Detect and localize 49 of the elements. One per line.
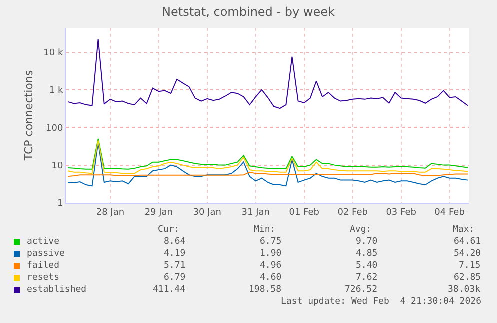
x-tick-label: 04 Feb [434, 208, 466, 218]
line-series [68, 38, 468, 110]
text: Avg: [350, 225, 372, 235]
y-axis-title: TCP connections [22, 70, 36, 162]
text: 62.85 [454, 273, 482, 283]
text: Last update: Wed Feb 4 21:30:04 2026 [281, 297, 482, 307]
text: 64.61 [454, 237, 482, 247]
text: Cur: [158, 225, 180, 235]
text: 8.64 [164, 237, 186, 247]
y-tick-label: 10 k [44, 48, 64, 58]
text: Max: [453, 225, 475, 235]
x-tick-label: 02 Feb [338, 208, 368, 218]
x-tick-label: 28 Jan [96, 208, 125, 218]
line-series [68, 138, 468, 170]
text: 54.20 [454, 249, 482, 259]
text: 7.15 [459, 261, 481, 271]
x-tick-label: 29 Jan [144, 208, 174, 218]
text: 7.62 [356, 273, 378, 283]
text: 38.03k [448, 285, 482, 295]
legend-label: passive [27, 249, 65, 259]
text: 411.44 [153, 285, 186, 295]
y-tick-label: 100 [46, 124, 64, 134]
text: 4.19 [164, 249, 186, 259]
text: 9.70 [356, 237, 378, 247]
text: Min: [254, 225, 276, 235]
text: 4.85 [356, 249, 378, 259]
text: 1.90 [260, 249, 282, 259]
text: 726.52 [345, 285, 378, 295]
legend-label: failed [27, 261, 60, 271]
line-series [68, 140, 468, 174]
text: 6.79 [164, 273, 186, 283]
line-series [68, 142, 468, 187]
text: 5.71 [164, 261, 186, 271]
text: 4.60 [260, 273, 282, 283]
legend-label: active [27, 237, 60, 247]
legend-label: resets [27, 273, 60, 283]
text: 5.40 [356, 261, 378, 271]
x-tick-label: 01 Feb [289, 208, 320, 218]
x-tick-label: 03 Feb [386, 208, 417, 218]
x-tick-label: 30 Jan [193, 208, 222, 218]
legend-label: established [27, 285, 87, 295]
y-tick-label: 1 [57, 199, 64, 210]
text: 4.96 [260, 261, 282, 271]
y-tick-label: 1 k [49, 86, 64, 96]
chart-title: Netstat, combined - by week [162, 5, 336, 20]
text: 198.58 [249, 285, 282, 295]
x-tick-label: 31 Jan [242, 208, 270, 218]
text: 6.75 [260, 237, 282, 247]
y-tick-label: 10 [52, 161, 64, 172]
